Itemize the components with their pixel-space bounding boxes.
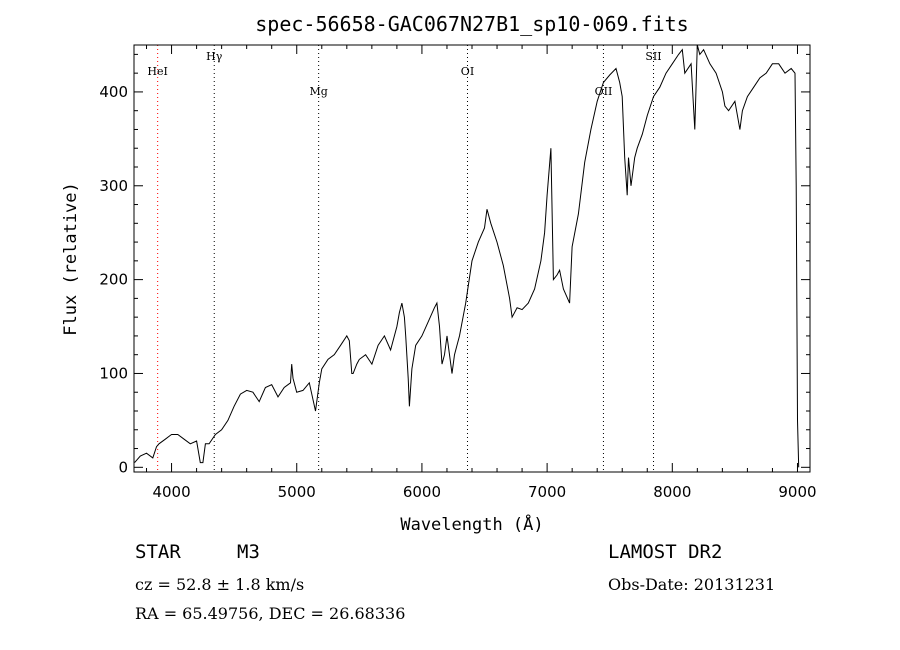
y-tick-label-4: 400 — [99, 83, 128, 101]
x-axis-ticks: 4000 5000 6000 7000 8000 9000 — [146, 45, 817, 501]
y-tick-label-0: 0 — [118, 458, 128, 476]
chart-title: spec-56658-GAC067N27B1_sp10-069.fits — [255, 12, 688, 36]
x-tick-label-0: 4000 — [152, 483, 190, 501]
y-tick-label-2: 200 — [99, 271, 128, 289]
object-class: STAR — [135, 541, 181, 563]
redshift-velocity: cz = 52.8 ± 1.8 km/s — [135, 575, 305, 594]
line-label-1: Hγ — [206, 50, 223, 63]
y-axis-label: Flux (relative) — [61, 182, 81, 336]
y-tick-label-3: 300 — [99, 177, 128, 195]
x-tick-label-4: 8000 — [653, 483, 691, 501]
line-label-2: Mg — [309, 85, 327, 98]
plot-frame — [133, 44, 811, 473]
y-axis-ticks: 0 100 200 300 400 — [99, 53, 810, 476]
spectrum-chart: spec-56658-GAC067N27B1_sp10-069.fits HeI… — [61, 12, 817, 535]
survey-name: LAMOST DR2 — [608, 541, 723, 563]
line-label-3: OI — [461, 65, 474, 78]
coordinates: RA = 65.49756, DEC = 26.68336 — [135, 604, 406, 623]
spectral-line-markers: HeI Hγ Mg OI OII SII — [147, 45, 662, 472]
x-tick-label-1: 5000 — [278, 483, 316, 501]
object-subclass: M3 — [237, 541, 260, 563]
x-tick-label-5: 9000 — [778, 483, 816, 501]
x-tick-label-3: 7000 — [528, 483, 566, 501]
line-label-0: HeI — [147, 65, 167, 78]
x-tick-label-2: 6000 — [403, 483, 441, 501]
y-tick-label-1: 100 — [99, 364, 128, 382]
line-label-5: SII — [645, 50, 661, 63]
observation-date: Obs-Date: 20131231 — [608, 575, 776, 594]
line-label-4: OII — [595, 85, 613, 98]
spectrum-line — [134, 44, 800, 468]
x-axis-label: Wavelength (Å) — [400, 513, 543, 535]
